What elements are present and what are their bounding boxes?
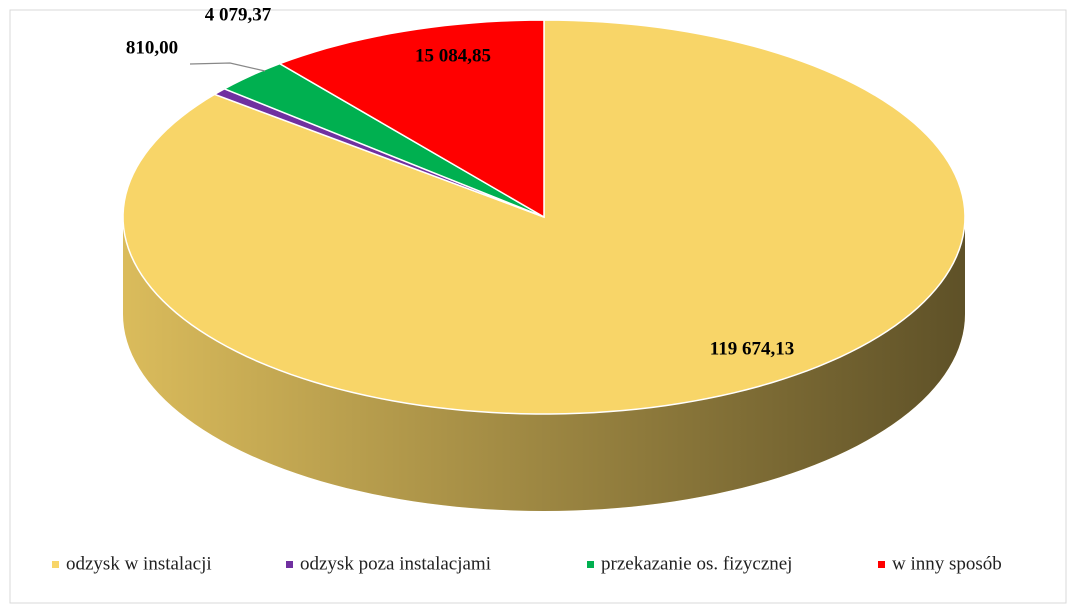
slice-side-shade	[123, 217, 965, 511]
legend-label: odzysk w instalacji	[66, 553, 212, 574]
legend-label: w inny sposób	[892, 553, 1002, 574]
legend-marker	[286, 561, 293, 568]
slice	[277, 19, 545, 219]
legend-marker	[878, 561, 885, 568]
chart-frame	[9, 9, 1067, 604]
legend-marker	[587, 561, 594, 568]
value-label: 119 674,13	[710, 338, 794, 359]
slice	[222, 62, 545, 218]
value-label: 4 079,37	[205, 4, 272, 25]
value-label: 15 084,85	[415, 45, 491, 66]
leader-line	[189, 62, 266, 72]
value-label: 810,00	[126, 37, 178, 58]
legend-label: przekazanie os. fizycznej	[601, 553, 792, 574]
legend-label: odzysk poza instalacjami	[300, 553, 491, 574]
legend-marker	[52, 561, 59, 568]
